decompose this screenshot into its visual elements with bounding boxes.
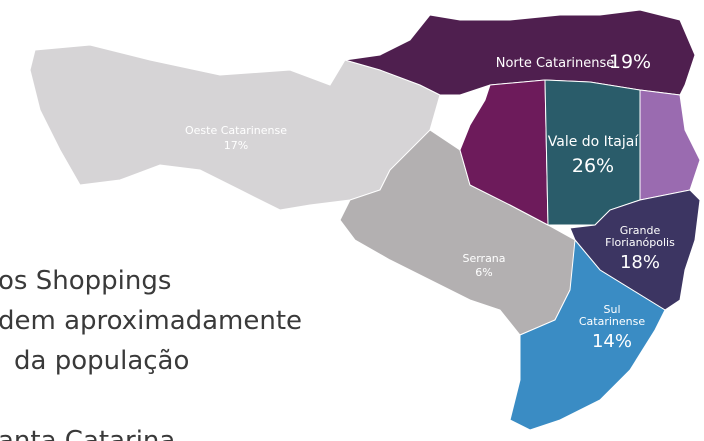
region-sul — [509, 238, 666, 431]
region-share: 6% — [475, 266, 492, 279]
region-name: Vale do Itajaí — [548, 134, 640, 150]
caption-line: os Shoppings — [0, 266, 171, 296]
caption-line: da população — [14, 346, 189, 376]
region-name: Oeste Catarinense — [185, 124, 287, 137]
caption-line: dem aproximadamente — [0, 306, 302, 336]
caption-line: anta Catarina — [0, 426, 175, 441]
region-name: Norte Catarinense — [496, 56, 615, 71]
region-norte — [344, 9, 696, 96]
region-foz — [639, 89, 701, 201]
region-name: Serrana — [462, 252, 505, 265]
region-name: Grande — [620, 224, 661, 237]
region-name: Sul — [603, 303, 620, 316]
region-share: 17% — [224, 139, 248, 152]
region-name: Catarinense — [579, 315, 645, 328]
region-name: Florianópolis — [605, 236, 675, 249]
region-share: 14% — [592, 331, 632, 352]
region-share: 26% — [572, 155, 614, 177]
region-share: 18% — [620, 252, 660, 273]
region-vale — [544, 79, 641, 226]
region-share: 19% — [609, 51, 651, 73]
